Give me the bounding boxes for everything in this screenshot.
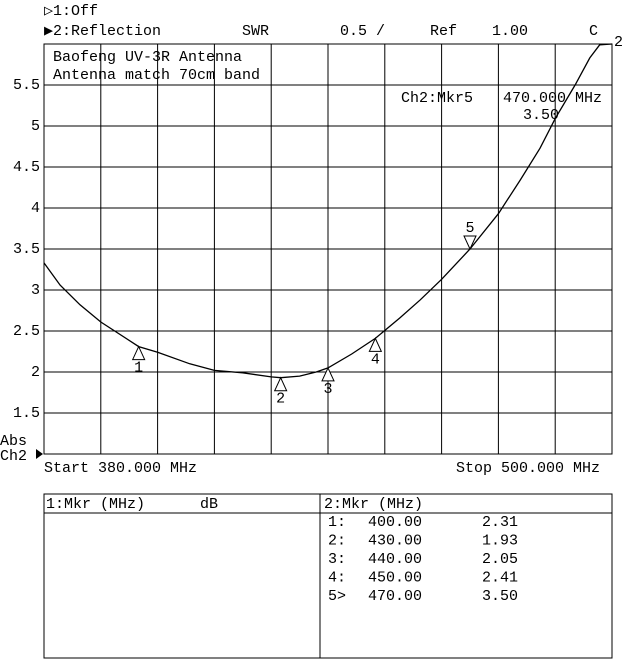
y-tick-label: 4.5	[13, 159, 40, 176]
table-cell: 2.41	[482, 569, 518, 586]
table-cell: 1:	[328, 514, 346, 531]
table-cell: 2.05	[482, 551, 518, 568]
annotation: Baofeng UV-3R Antenna	[53, 49, 242, 66]
scale: 0.5 /	[340, 23, 385, 40]
y-tick-label: 3	[31, 282, 40, 299]
stop-label: Stop 500.000 MHz	[456, 460, 600, 477]
trace-end-label: 2	[614, 34, 623, 51]
marker	[273, 376, 288, 392]
y-tick-label: 3.5	[13, 241, 40, 258]
marker	[463, 235, 477, 251]
ref-value: 1.00	[492, 23, 528, 40]
marker-freq: 470.000 MHz	[503, 90, 602, 107]
table-cell: 1.93	[482, 532, 518, 549]
table-header: 2:Mkr (MHz)	[324, 496, 423, 513]
y-tick-label: 5.5	[13, 77, 40, 94]
table-cell: 450.00	[368, 569, 422, 586]
channel1: ▷1:Off	[44, 3, 98, 20]
start-label: Start 380.000 MHz	[44, 460, 197, 477]
marker-name: Ch2:Mkr5	[401, 90, 473, 107]
table-cell: 3:	[328, 551, 346, 568]
table-cell: 400.00	[368, 514, 422, 531]
cal-flag: C	[589, 23, 598, 40]
marker-label: 5	[465, 220, 474, 237]
annotation: Antenna match 70cm band	[53, 67, 260, 84]
y-tick-label: 4	[31, 200, 40, 217]
marker-label: 4	[371, 351, 380, 368]
marker-label: 2	[276, 391, 285, 408]
ref-label: Ref	[430, 23, 457, 40]
table-frame	[43, 493, 613, 659]
marker-label: 1	[134, 360, 143, 377]
marker-value: 3.50	[523, 107, 559, 124]
table-cell: 3.50	[482, 588, 518, 605]
table-cell: 440.00	[368, 551, 422, 568]
table-cell: 4:	[328, 569, 346, 586]
marker	[131, 345, 146, 361]
y-tick-label: 5	[31, 118, 40, 135]
ref-pointer	[36, 449, 43, 459]
table-cell: 470.00	[368, 588, 422, 605]
table-cell: 2:	[328, 532, 346, 549]
format: SWR	[242, 23, 269, 40]
table-cell: 2.31	[482, 514, 518, 531]
table-cell: 5>	[328, 588, 346, 605]
y-tick-label: 2	[31, 364, 40, 381]
y-tick-label: 2.5	[13, 323, 40, 340]
y-tick-label: 1.5	[13, 405, 40, 422]
marker-label: 3	[323, 381, 332, 398]
marker	[321, 366, 335, 382]
channel2: ▶2:Reflection	[44, 23, 161, 40]
trace	[43, 43, 613, 379]
table-header: dB	[200, 496, 218, 513]
table-cell: 430.00	[368, 532, 422, 549]
table-header: 1:Mkr (MHz)	[46, 496, 145, 513]
axis-mode: Abs	[0, 433, 27, 450]
marker	[368, 337, 383, 352]
axis-channel: Ch2	[0, 448, 27, 465]
